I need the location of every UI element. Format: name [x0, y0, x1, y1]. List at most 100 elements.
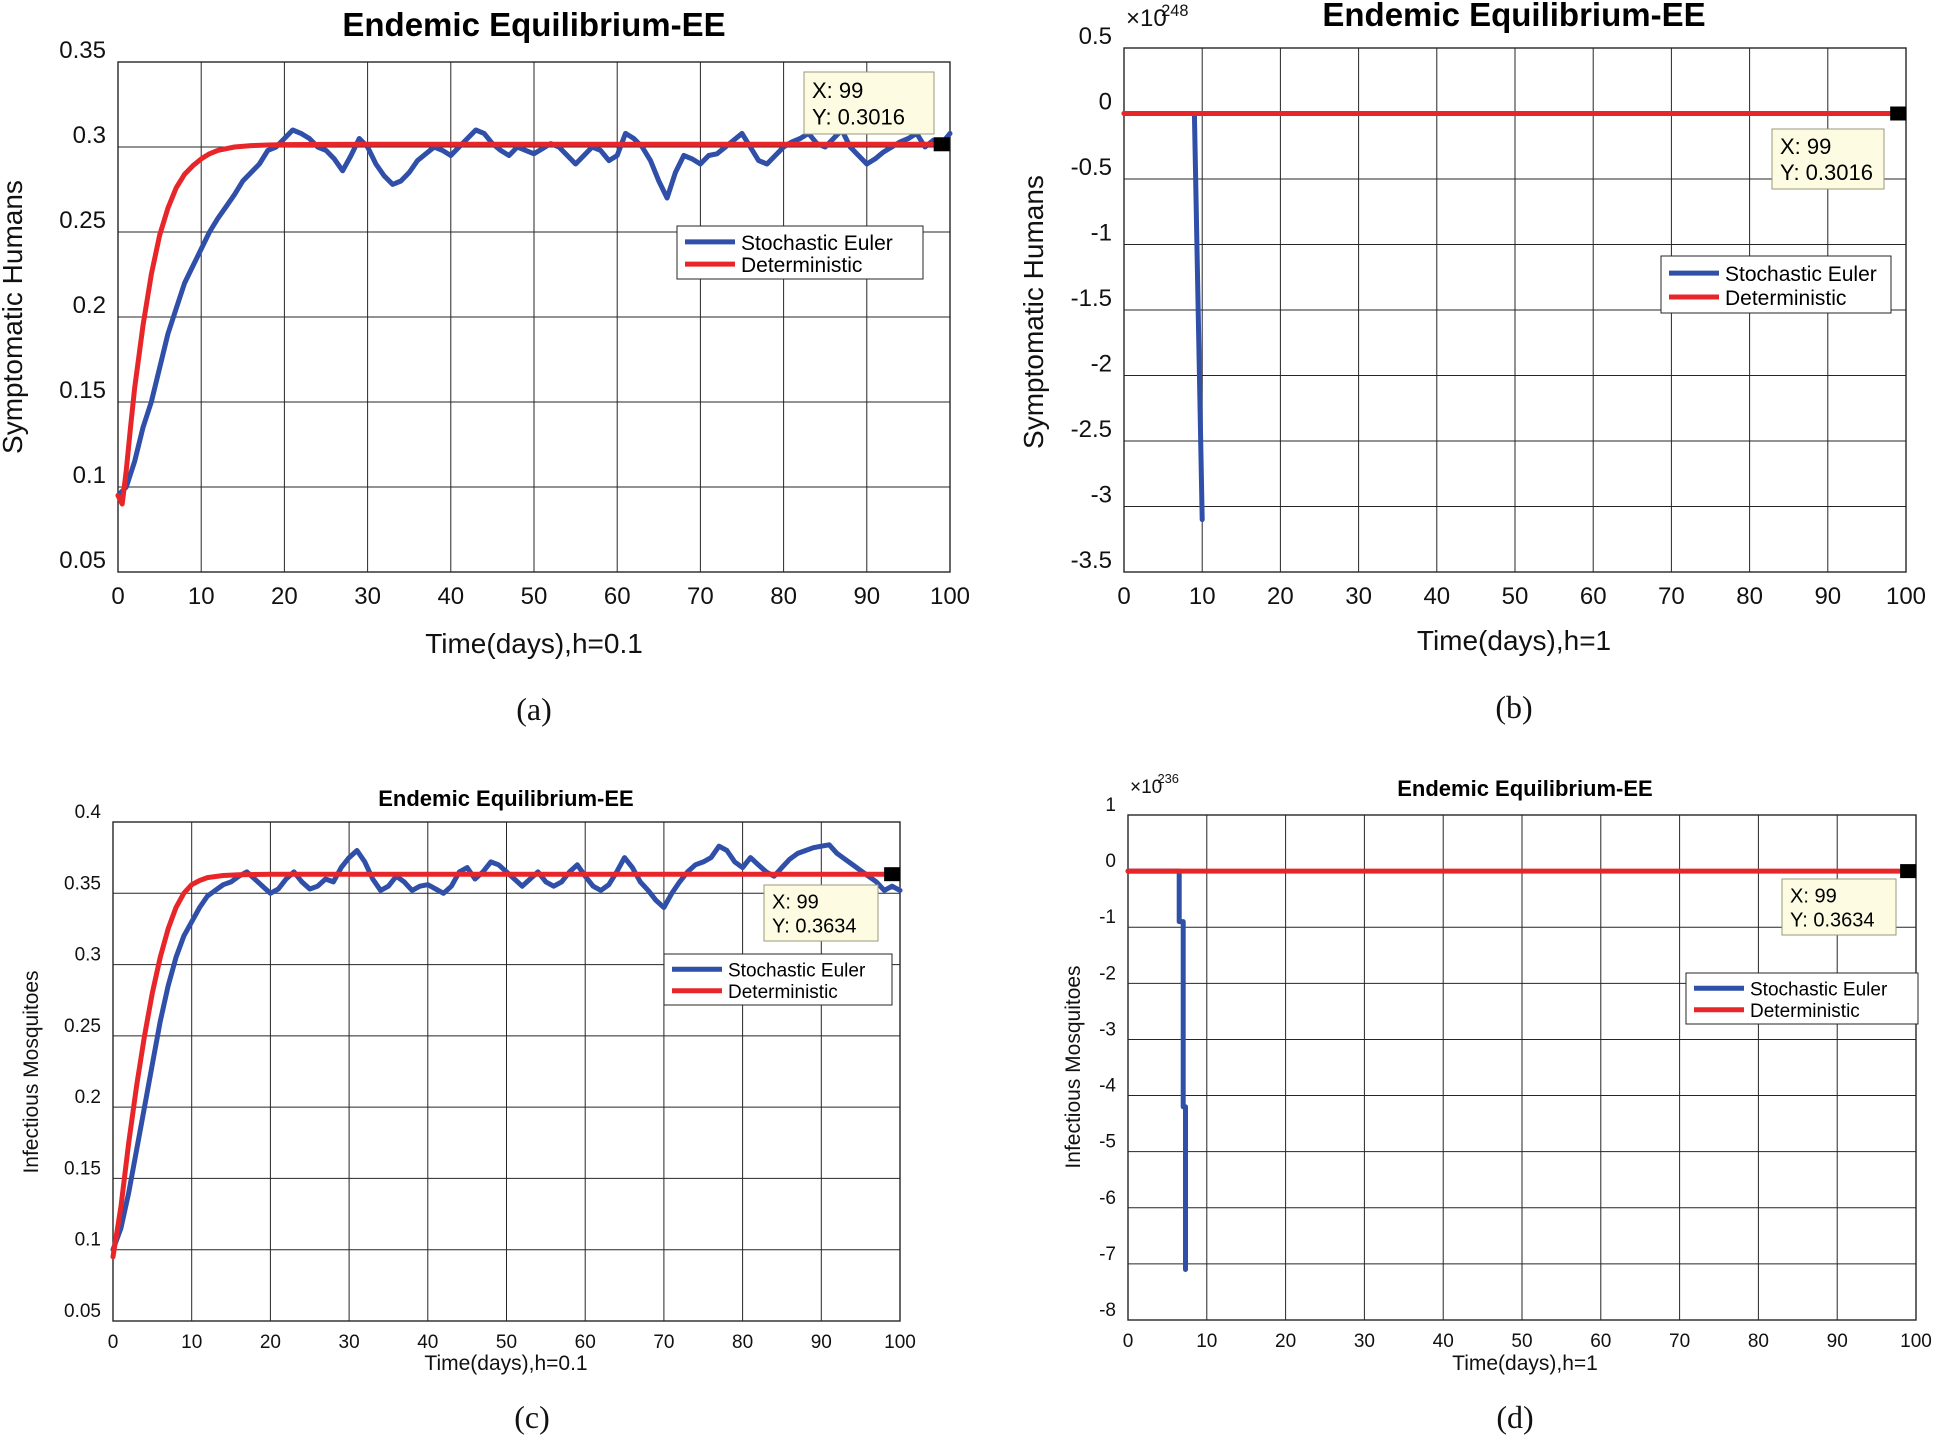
datatip-y-label: Y: 0.3016 [1780, 160, 1873, 185]
datatip-marker [884, 867, 901, 882]
x-tick-label: 10 [1189, 583, 1216, 610]
panel-caption: (c) [514, 1399, 550, 1435]
y-axis-label: Infectious Mosquitoes [20, 970, 43, 1173]
x-tick-label: 30 [1345, 583, 1372, 610]
x-tick-label: 100 [930, 583, 970, 610]
chart-title: Endemic Equilibrium-EE [342, 6, 725, 43]
x-tick-label: 60 [1590, 1331, 1611, 1352]
x-tick-label: 80 [1736, 583, 1763, 610]
x-tick-label: 40 [417, 1332, 438, 1353]
x-tick-label: 30 [339, 1332, 360, 1353]
x-tick-label: 80 [1748, 1331, 1769, 1352]
series-line-deterministic [110, 871, 887, 1260]
chart-panel-4: 0 10 20 30 40 50 60 70 80 90 100 -8 -7 -6 -5 -4 -3 -2 -1 0 1… [1062, 771, 1932, 1435]
x-tick-label: 30 [1354, 1331, 1375, 1352]
datatip-x-label: X: 99 [1780, 134, 1831, 159]
x-tick-label: 50 [1511, 1331, 1532, 1352]
y-tick-label: -4 [1099, 1076, 1116, 1097]
y-tick-label: 0.35 [64, 873, 101, 894]
x-tick-label: 30 [354, 583, 381, 610]
y-tick-label: 0.5 [1079, 23, 1112, 50]
x-axis-label: Time(days),h=1 [1452, 1352, 1598, 1375]
x-tick-label: 70 [1658, 583, 1685, 610]
x-tick-label: 60 [604, 583, 631, 610]
datatip-x-label: X: 99 [1790, 886, 1837, 908]
x-tick-label: 0 [108, 1332, 119, 1353]
x-tick-label: 40 [437, 583, 464, 610]
datatip-x-label: X: 99 [812, 78, 863, 103]
x-tick-label: 100 [1900, 1331, 1932, 1352]
datatip-marker [1890, 106, 1907, 121]
x-tick-label: 20 [260, 1332, 281, 1353]
x-tick-label: 20 [1267, 583, 1294, 610]
x-tick-label: 10 [181, 1332, 202, 1353]
y-tick-label: 1 [1105, 795, 1116, 816]
y-tick-label: 0 [1099, 89, 1112, 116]
y-tick-label: -1.5 [1071, 285, 1112, 312]
x-tick-label: 80 [732, 1332, 753, 1353]
legend-label: Deterministic [728, 982, 838, 1003]
panel-caption: (b) [1495, 689, 1532, 725]
x-tick-label: 20 [1275, 1331, 1296, 1352]
x-tick-label: 90 [1827, 1331, 1848, 1352]
y-tick-label: -1 [1091, 220, 1112, 247]
x-tick-label: 70 [687, 583, 714, 610]
y-tick-label: -3.5 [1071, 547, 1112, 574]
plot-frame [1123, 47, 1907, 573]
series-line-stochastic-euler [115, 127, 953, 498]
y-tick-label: -5 [1099, 1132, 1116, 1153]
y-axis-label: Infectious Mosquitoes [1062, 965, 1085, 1168]
chart-title: Endemic Equilibrium-EE [378, 786, 633, 811]
x-tick-label: 100 [884, 1332, 916, 1353]
x-tick-label: 70 [653, 1332, 674, 1353]
x-axis-label: Time(days),h=0.1 [425, 628, 643, 659]
y-tick-label: -7 [1099, 1244, 1116, 1265]
x-tick-label: 90 [811, 1332, 832, 1353]
y-axis-label: Symptomatic Humans [0, 180, 28, 454]
y-tick-label: -0.5 [1071, 154, 1112, 181]
legend-label: Deterministic [741, 254, 862, 277]
y-tick-label: 0.05 [59, 547, 106, 574]
x-tick-label: 0 [1117, 583, 1130, 610]
y-tick-label: -6 [1099, 1188, 1116, 1209]
x-tick-label: 90 [1814, 583, 1841, 610]
y-tick-label: -2 [1091, 351, 1112, 378]
plot-frame [117, 61, 951, 573]
x-tick-label: 70 [1669, 1331, 1690, 1352]
y-tick-label: 0.35 [59, 37, 106, 64]
y-tick-label: 0 [1105, 851, 1116, 872]
datatip-box [1781, 878, 1897, 936]
x-tick-label: 100 [1886, 583, 1926, 610]
x-tick-label: 90 [853, 583, 880, 610]
y-tick-label: 0.05 [64, 1301, 101, 1322]
plot-frame [1127, 814, 1917, 1321]
chart-panel-3: 0 10 20 30 40 50 60 70 80 90 100 0.05 0.1 0.15 0.2 0.25… [20, 786, 916, 1435]
y-tick-label: 0.15 [64, 1158, 101, 1179]
series-line-deterministic [115, 141, 945, 507]
x-axis-label: Time(days),h=0.1 [424, 1352, 587, 1375]
y-axis-label: Symptomatic Humans [1018, 175, 1049, 449]
y-multiplier: ×10 [1126, 5, 1167, 32]
datatip-marker [933, 137, 950, 152]
y-tick-label: -1 [1099, 907, 1116, 928]
datatip-box [1771, 128, 1885, 190]
y-tick-label: -2.5 [1071, 416, 1112, 443]
y-tick-label: 0.2 [73, 292, 106, 319]
datatip-y-label: Y: 0.3016 [812, 105, 905, 130]
chart-title: Endemic Equilibrium-EE [1322, 0, 1705, 33]
x-tick-label: 50 [1502, 583, 1529, 610]
datatip-y-label: Y: 0.3634 [1790, 910, 1875, 932]
datatip-y-label: Y: 0.3634 [772, 916, 857, 938]
y-tick-label: 0.4 [75, 802, 102, 823]
chart-panel-1: 0 10 20 30 40 50 60 70 80 90 100 0.05 0.1 0.15 0.2 0.25… [0, 6, 970, 727]
legend-label: Stochastic Euler [728, 961, 866, 982]
x-tick-label: 0 [1123, 1331, 1134, 1352]
x-tick-label: 10 [188, 583, 215, 610]
x-axis-label: Time(days),h=1 [1417, 625, 1611, 656]
datatip-marker [1900, 864, 1917, 879]
legend-label: Deterministic [1725, 287, 1846, 310]
y-tick-label: 0.2 [75, 1087, 101, 1108]
chart-panel-2: 0 10 20 30 40 50 60 70 80 90 100 -3.5 -3 -2.5 -2 -1.5 -1… [1018, 0, 1926, 725]
legend-label: Stochastic Euler [1725, 263, 1877, 286]
